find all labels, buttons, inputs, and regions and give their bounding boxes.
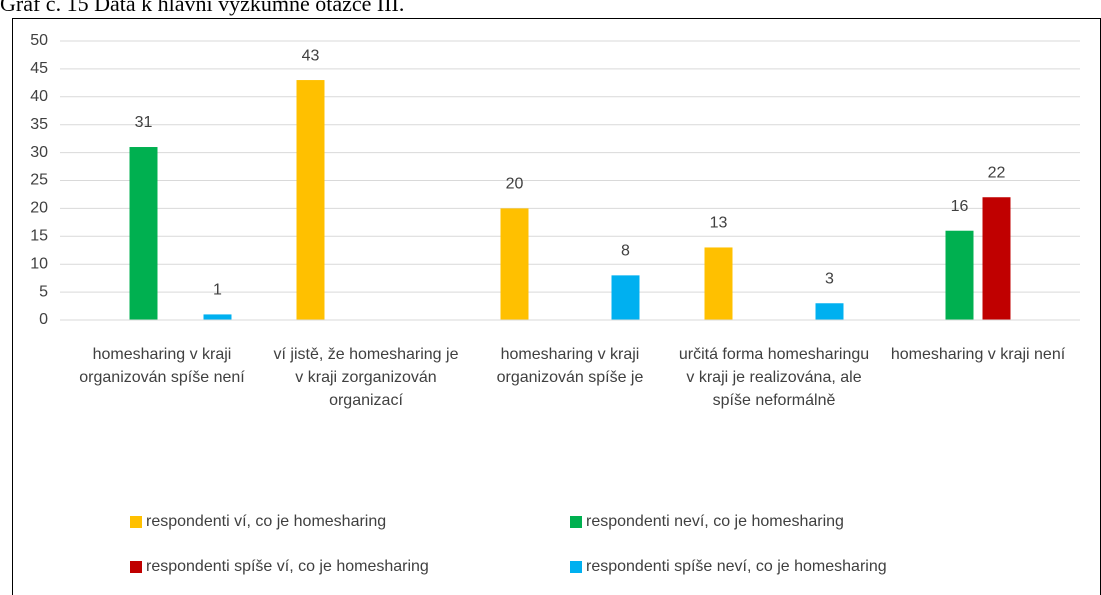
legend-label: respondenti ví, co je homesharing bbox=[146, 513, 386, 530]
legend-label: respondenti spíše ví, co je homesharing bbox=[146, 558, 429, 575]
y-tick-label: 45 bbox=[30, 60, 48, 77]
bar bbox=[815, 303, 844, 320]
legend-swatch bbox=[130, 516, 142, 528]
bar bbox=[500, 208, 529, 320]
y-tick-label: 25 bbox=[30, 172, 48, 189]
data-label: 3 bbox=[825, 270, 834, 287]
data-label: 13 bbox=[710, 215, 728, 232]
y-tick-label: 40 bbox=[30, 88, 48, 105]
bar bbox=[704, 247, 733, 320]
legend-label: respondenti neví, co je homesharing bbox=[586, 513, 844, 530]
x-tick-label: homesharing v kraji organizován spíše nen… bbox=[79, 346, 245, 386]
data-label: 8 bbox=[621, 243, 630, 260]
x-tick-label: ví jistě, že homesharing je v kraji zorga… bbox=[274, 346, 459, 409]
bar bbox=[129, 147, 158, 320]
y-tick-label: 10 bbox=[30, 255, 48, 272]
bar bbox=[203, 314, 232, 320]
bar bbox=[611, 275, 640, 320]
legend-swatch bbox=[570, 516, 582, 528]
y-tick-label: 0 bbox=[39, 311, 48, 328]
y-tick-label: 30 bbox=[30, 144, 48, 161]
y-tick-label: 50 bbox=[30, 32, 48, 49]
y-tick-label: 15 bbox=[30, 228, 48, 245]
y-tick-label: 20 bbox=[30, 200, 48, 217]
data-label: 22 bbox=[988, 164, 1006, 181]
chart-title: Graf č. 15 Data k hlavní výzkumné otázce… bbox=[0, 0, 404, 16]
x-tick-label: homesharing v kraji není bbox=[891, 346, 1066, 363]
legend-label: respondenti spíše neví, co je homesharin… bbox=[586, 558, 887, 575]
bar bbox=[982, 197, 1011, 320]
legend-swatch bbox=[130, 561, 142, 573]
bar bbox=[945, 230, 974, 320]
data-label: 20 bbox=[506, 176, 524, 193]
bar bbox=[296, 80, 325, 320]
data-label: 16 bbox=[951, 198, 969, 215]
legend-swatch bbox=[570, 561, 582, 573]
y-tick-label: 5 bbox=[39, 283, 48, 300]
data-label: 43 bbox=[302, 47, 320, 64]
x-tick-label: určitá forma homesharingu v kraji je real… bbox=[679, 346, 869, 409]
x-tick-label: homesharing v kraji organizován spíše je bbox=[497, 346, 644, 386]
y-tick-label: 35 bbox=[30, 116, 48, 133]
data-label: 1 bbox=[213, 282, 222, 299]
data-label: 31 bbox=[135, 114, 153, 131]
